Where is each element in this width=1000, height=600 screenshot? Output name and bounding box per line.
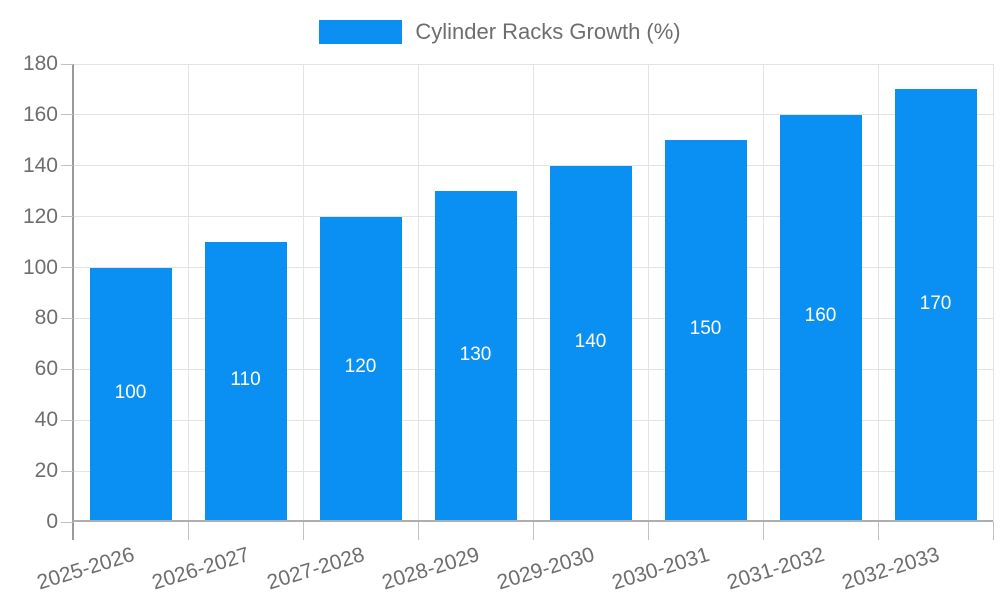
y-axis-tick-label: 20 [34, 459, 58, 483]
bar[interactable] [664, 140, 747, 522]
bar[interactable] [204, 242, 287, 522]
y-axis-tick-label: 180 [22, 52, 58, 75]
x-axis-tick-mark [417, 522, 419, 540]
y-axis-line [72, 64, 74, 540]
x-axis-tick-label: 2025-2026 [34, 543, 138, 595]
y-axis-tick-label: 140 [22, 153, 58, 177]
bar[interactable] [779, 114, 862, 522]
x-gridline [302, 64, 304, 522]
x-axis-tick-mark [532, 522, 534, 540]
x-axis-tick-mark [647, 522, 649, 540]
bar[interactable] [549, 165, 632, 522]
y-axis-tick-mark [61, 368, 73, 370]
y-axis-tick-mark [61, 165, 73, 167]
y-axis-tick-label: 100 [22, 255, 58, 279]
x-axis-tick-mark [302, 522, 304, 540]
x-gridline [647, 64, 649, 522]
y-axis-tick-mark [61, 317, 73, 319]
y-axis-tick-label: 160 [22, 102, 58, 126]
x-gridline [992, 64, 994, 522]
x-axis-tick-label: 2029-2030 [494, 543, 598, 595]
x-axis-tick-mark [762, 522, 764, 540]
x-axis-tick-label: 2026-2027 [149, 543, 253, 595]
x-gridline [417, 64, 419, 522]
x-axis-tick-mark [992, 522, 994, 540]
y-axis-tick-label: 120 [22, 204, 58, 228]
y-axis-tick-label: 40 [34, 408, 58, 432]
y-axis-labels: 0 20 40 60 80 100 120 140 160 180 [0, 52, 58, 533]
x-axis-tick-label: 2027-2028 [264, 543, 368, 595]
legend[interactable]: Cylinder Racks Growth (%) [0, 17, 1000, 47]
bar[interactable] [89, 267, 172, 522]
x-gridline [762, 64, 764, 522]
y-axis-tick-label: 60 [34, 357, 58, 381]
y-axis-tick-mark [61, 114, 73, 116]
y-axis-tick-mark [61, 521, 73, 523]
x-gridline [187, 64, 189, 522]
y-axis-tick-label: 80 [34, 306, 58, 330]
x-axis-labels: 2025-2026 2026-2027 2027-2028 2028-2029 2029… [34, 543, 993, 600]
x-axis-baseline [73, 520, 993, 522]
y-axis-tick-mark [61, 63, 73, 65]
x-gridline [877, 64, 879, 522]
legend-swatch-icon [319, 20, 403, 44]
bar[interactable] [894, 89, 977, 522]
y-axis-tick-mark [61, 419, 73, 421]
x-axis-tick-label: 2028-2029 [379, 543, 483, 595]
legend-label: Cylinder Racks Growth (%) [415, 19, 681, 44]
x-axis-tick-mark [877, 522, 879, 540]
x-axis-tick-label: 2031-2032 [724, 543, 828, 595]
bar[interactable] [434, 191, 517, 522]
y-axis-tick-label: 0 [46, 510, 58, 533]
x-gridline [532, 64, 534, 522]
plot-area: 100 110 120 130 140 150 160 170 [73, 63, 994, 522]
y-axis-tick-mark [61, 216, 73, 218]
x-axis-tick-mark [187, 522, 189, 540]
x-axis-tick-label: 2030-2031 [609, 543, 713, 595]
x-axis-tick-label: 2032-2033 [839, 543, 943, 595]
bar[interactable] [319, 216, 402, 522]
y-axis-tick-mark [61, 267, 73, 269]
y-axis-tick-mark [61, 470, 73, 472]
